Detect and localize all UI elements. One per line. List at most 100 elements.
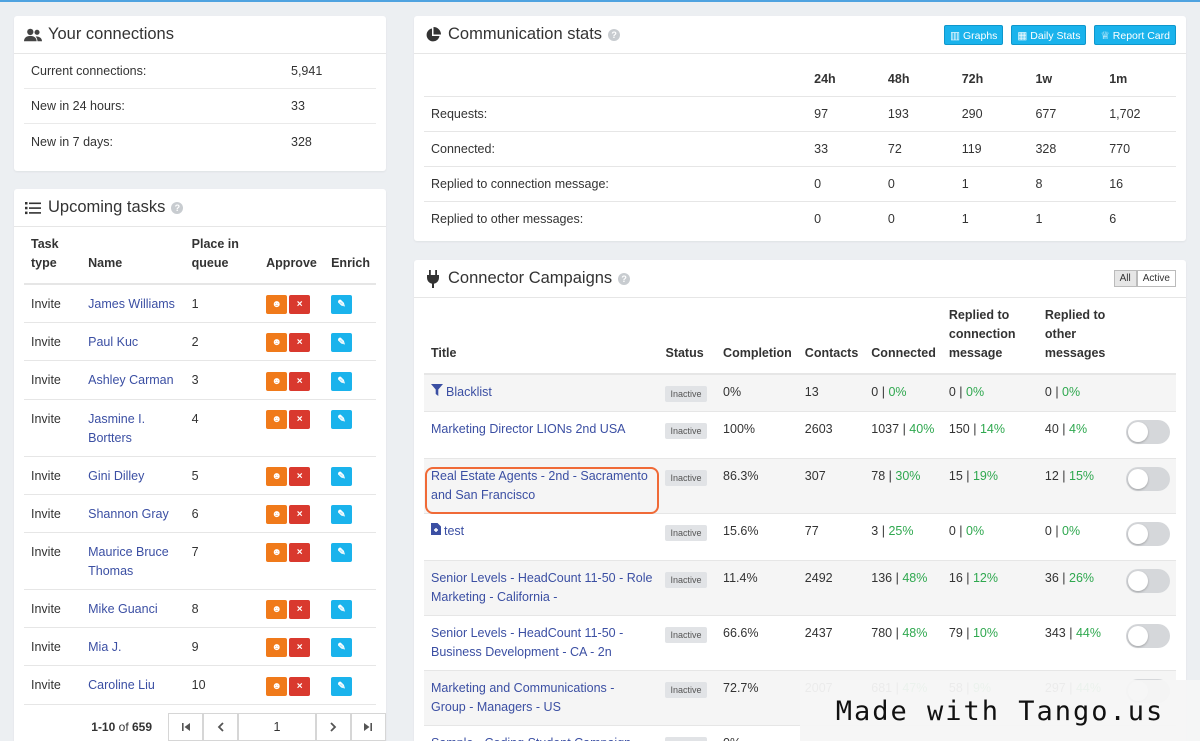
campaign-title-link[interactable]: Real Estate Agents - 2nd - Sacramento an…: [431, 469, 648, 502]
page-number[interactable]: 1: [238, 713, 316, 741]
campaign-replied-connection-count: 150: [948, 422, 970, 436]
separator: |: [892, 626, 903, 640]
campaign-title-link[interactable]: Senior Levels - HeadCount 11-50 - Busine…: [431, 626, 624, 659]
approve-button[interactable]: ☻: [266, 371, 288, 391]
task-name-link[interactable]: Paul Kuc: [88, 335, 139, 350]
stats-value: 6: [1109, 211, 1117, 226]
help-icon[interactable]: ?: [171, 201, 184, 214]
approve-cell: ☻ ×: [259, 399, 325, 457]
campaign-active-toggle[interactable]: [1126, 569, 1170, 593]
campaign-title-link[interactable]: Sample - Coding Student Campaign: [431, 736, 631, 741]
stats-value: 290: [954, 96, 1029, 132]
reject-button[interactable]: ×: [289, 600, 311, 620]
last-page-button[interactable]: [350, 713, 386, 741]
approve-button[interactable]: ☻: [266, 295, 288, 315]
task-name-link[interactable]: Maurice Bruce Thomas: [88, 545, 169, 579]
next-page-button[interactable]: [315, 713, 351, 741]
task-name-link[interactable]: Gini Dilley: [88, 468, 145, 483]
reject-button[interactable]: ×: [289, 638, 311, 658]
campaign-replied-connection: 150 | 14%: [941, 411, 1038, 459]
stats-label-col: [424, 54, 808, 97]
col-task-type: Task type: [24, 235, 82, 285]
pagination: 1-10 of 659 1: [14, 709, 386, 741]
filter-all-button[interactable]: All: [1113, 270, 1137, 287]
stats-title: Communication stats: [448, 25, 603, 43]
campaign-toggle-cell: [1119, 374, 1176, 412]
campaign-completion: 66.6%: [716, 615, 798, 671]
task-name-link[interactable]: Shannon Gray: [88, 506, 169, 521]
stats-row: Replied to connection message: 0 0 1 8 16: [424, 166, 1176, 202]
campaign-active-toggle[interactable]: [1126, 467, 1170, 491]
reject-button[interactable]: ×: [289, 371, 311, 391]
campaign-replied-other-percent: 4%: [1069, 422, 1088, 436]
campaign-replied-other-count: 12: [1044, 469, 1059, 483]
campaign-active-toggle[interactable]: [1126, 420, 1170, 444]
task-name-link[interactable]: Mia J.: [88, 640, 122, 655]
campaign-replied-other: 0 | 0%: [1037, 513, 1119, 561]
approve-button[interactable]: ☻: [266, 638, 288, 658]
first-page-button[interactable]: [168, 713, 204, 741]
report-card-button[interactable]: ♕ Report Card: [1094, 24, 1176, 45]
separator: |: [878, 524, 889, 538]
task-name-link[interactable]: Jasmine I. Bortters: [88, 411, 146, 445]
stats-col-header: 48h: [880, 54, 955, 97]
enrich-wand-button[interactable]: ✎: [331, 333, 353, 353]
users-icon: [24, 26, 42, 44]
enrich-wand-button[interactable]: ✎: [331, 543, 353, 563]
enrich-wand-button[interactable]: ✎: [331, 295, 353, 315]
campaign-title-link[interactable]: Blacklist: [446, 385, 492, 399]
task-name-link[interactable]: Mike Guanci: [88, 602, 158, 617]
approve-button[interactable]: ☻: [266, 466, 288, 486]
stats-value: 72: [880, 131, 955, 167]
campaign-title-link[interactable]: test: [444, 524, 465, 538]
campaigns-table: Title Status Completion Contacts Connect…: [424, 306, 1176, 741]
daily-stats-button[interactable]: ▦ Daily Stats: [1011, 24, 1087, 45]
campaign-contacts: 2437: [797, 615, 865, 671]
enrich-wand-button[interactable]: ✎: [331, 466, 353, 486]
prev-page-button[interactable]: [203, 713, 239, 741]
graphs-button[interactable]: ▥ Graphs: [944, 24, 1004, 45]
task-row: Invite Gini Dilley 5 ☻ × ✎: [24, 456, 376, 495]
reject-button[interactable]: ×: [289, 333, 311, 353]
reject-button[interactable]: ×: [289, 466, 311, 486]
approve-cell: ☻ ×: [259, 532, 325, 591]
help-icon[interactable]: ?: [618, 272, 631, 285]
reject-button[interactable]: ×: [289, 409, 311, 429]
task-name-link[interactable]: Caroline Liu: [88, 678, 155, 693]
reject-button[interactable]: ×: [289, 295, 311, 315]
help-icon[interactable]: ?: [608, 28, 621, 41]
task-type: Invite: [24, 456, 82, 495]
approve-button[interactable]: ☻: [266, 409, 288, 429]
campaign-replied-other-percent: 0%: [1062, 524, 1081, 538]
campaign-replied-connection-count: 15: [948, 469, 963, 483]
enrich-wand-button[interactable]: ✎: [331, 505, 353, 525]
campaign-active-toggle[interactable]: [1126, 624, 1170, 648]
enrich-wand-button[interactable]: ✎: [331, 409, 353, 429]
campaign-title-link[interactable]: Marketing and Communications - Group - M…: [431, 681, 615, 714]
connections-card: Your connections Current connections: 5,9…: [14, 16, 386, 171]
enrich-wand-button[interactable]: ✎: [331, 371, 353, 391]
stat-label: Current connections:: [31, 64, 147, 78]
approve-button[interactable]: ☻: [266, 505, 288, 525]
campaign-title-link[interactable]: Marketing Director LIONs 2nd USA: [431, 422, 626, 436]
filter-active-button[interactable]: Active: [1136, 270, 1176, 287]
pagination-summary: 1-10 of 659: [91, 720, 153, 734]
campaign-active-toggle[interactable]: [1126, 522, 1170, 546]
reject-button[interactable]: ×: [289, 543, 311, 563]
campaign-status-cell: Inactive: [658, 670, 717, 726]
stats-col-header: 72h: [954, 54, 1029, 97]
approve-button[interactable]: ☻: [266, 333, 288, 353]
reject-button[interactable]: ×: [289, 505, 311, 525]
reject-button[interactable]: ×: [289, 676, 311, 696]
task-name-link[interactable]: Ashley Carman: [88, 373, 174, 388]
enrich-wand-button[interactable]: ✎: [331, 676, 353, 696]
approve-button[interactable]: ☻: [266, 600, 288, 620]
enrich-wand-button[interactable]: ✎: [331, 638, 353, 658]
campaign-completion: 100%: [716, 411, 798, 459]
approve-button[interactable]: ☻: [266, 676, 288, 696]
enrich-wand-button[interactable]: ✎: [331, 600, 353, 620]
task-name-link[interactable]: James Williams: [88, 297, 175, 311]
approve-button[interactable]: ☻: [266, 543, 288, 563]
campaign-title-link[interactable]: Senior Levels - HeadCount 11-50 - Role M…: [431, 571, 653, 604]
approve-cell: ☻ ×: [259, 360, 325, 400]
